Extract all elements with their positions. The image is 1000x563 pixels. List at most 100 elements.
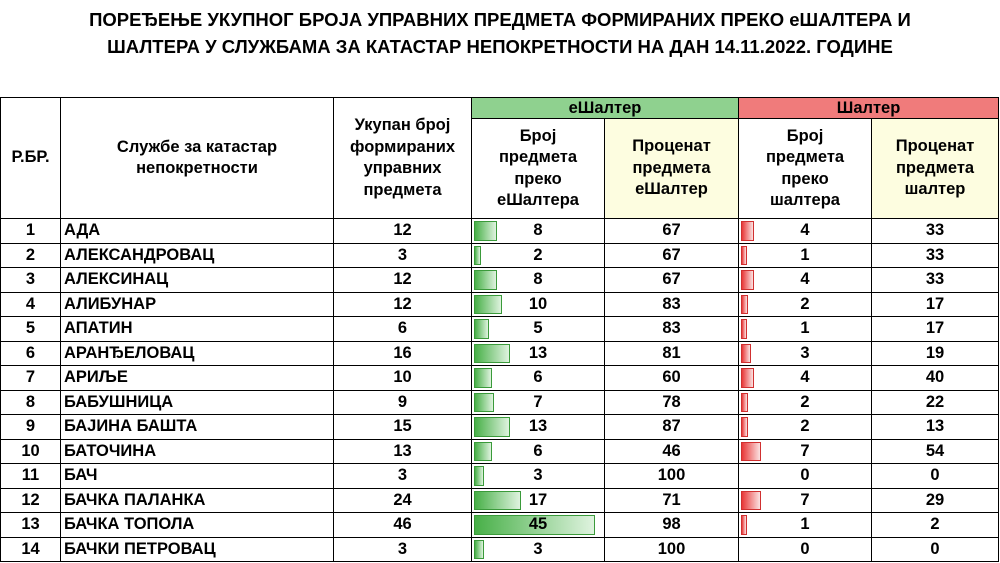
eshalter-data-bar <box>474 319 490 339</box>
eshalter-count-cell: 2 <box>471 242 605 268</box>
shalter-count-cell: 1 <box>738 316 873 342</box>
eshalter-count-cell: 7 <box>471 389 605 415</box>
eshalter-percent: 67 <box>603 242 740 268</box>
total-count: 16 <box>333 340 472 366</box>
eshalter-count-value: 7 <box>533 392 543 411</box>
office-name: АРАНЂЕЛОВАЦ <box>60 340 334 366</box>
table-row: 9 БАЈИНА БАШТА 15 13 87 2 13 <box>0 414 1000 440</box>
header-e-count: Број предмета преко еШалтера <box>471 118 605 219</box>
shalter-count-cell: 2 <box>738 389 873 415</box>
row-number: 3 <box>0 267 61 293</box>
total-count: 3 <box>333 242 472 268</box>
table-row: 7 АРИЉЕ 10 6 60 4 40 <box>0 365 1000 391</box>
eshalter-percent: 78 <box>603 389 740 415</box>
eshalter-count-value: 13 <box>528 417 548 436</box>
table-body: 1 АДА 12 8 67 4 33 2 АЛЕКСАНДРОВАЦ 3 2 67 1 33 3 АЛЕКСИ… <box>0 218 1000 562</box>
row-number: 6 <box>0 340 61 366</box>
eshalter-count-value: 8 <box>533 270 543 289</box>
eshalter-count-cell: 17 <box>471 487 605 513</box>
shalter-count-value: 0 <box>800 466 810 485</box>
office-name: АЛЕКСАНДРОВАЦ <box>60 242 334 268</box>
shalter-count-value: 7 <box>800 441 810 460</box>
shalter-count-value: 4 <box>800 270 810 289</box>
shalter-count-value: 1 <box>800 319 810 338</box>
shalter-count-value: 7 <box>800 490 810 509</box>
eshalter-percent: 83 <box>603 291 740 317</box>
shalter-data-bar <box>741 392 749 412</box>
eshalter-data-bar <box>474 368 492 388</box>
report-title: ПОРЕЂЕЊЕ УКУПНОГ БРОЈА УПРАВНИХ ПРЕДМЕТА… <box>0 6 1000 60</box>
eshalter-count-value: 5 <box>533 319 543 338</box>
header-s-count: Број предмета преко шалтера <box>738 118 873 219</box>
shalter-data-bar <box>741 343 751 363</box>
shalter-count-cell: 3 <box>738 340 873 366</box>
shalter-data-bar <box>741 319 747 339</box>
eshalter-count-cell: 8 <box>471 267 605 293</box>
table-row: 14 БАЧКИ ПЕТРОВАЦ 3 3 100 0 0 <box>0 536 1000 562</box>
shalter-percent: 0 <box>871 536 1000 562</box>
eshalter-count-cell: 3 <box>471 536 605 562</box>
shalter-count-cell: 2 <box>738 291 873 317</box>
header-e-percent: Проценат предмета еШалтер <box>603 118 740 219</box>
table-row: 5 АПАТИН 6 5 83 1 17 <box>0 316 1000 342</box>
office-name: АЛИБУНАР <box>60 291 334 317</box>
eshalter-count-cell: 3 <box>471 463 605 489</box>
header-shalter-group: Шалтер <box>738 97 1000 119</box>
title-line-1: ПОРЕЂЕЊЕ УКУПНОГ БРОЈА УПРАВНИХ ПРЕДМЕТА… <box>89 9 911 30</box>
eshalter-count-cell: 5 <box>471 316 605 342</box>
eshalter-data-bar <box>474 294 503 314</box>
table-row: 12 БАЧКА ПАЛАНКА 24 17 71 7 29 <box>0 487 1000 513</box>
eshalter-percent: 100 <box>603 463 740 489</box>
eshalter-percent: 60 <box>603 365 740 391</box>
row-number: 10 <box>0 438 61 464</box>
shalter-count-cell: 4 <box>738 365 873 391</box>
shalter-count-cell: 0 <box>738 536 873 562</box>
shalter-count-cell: 7 <box>738 438 873 464</box>
shalter-count-cell: 7 <box>738 487 873 513</box>
eshalter-data-bar <box>474 466 484 486</box>
eshalter-count-cell: 6 <box>471 365 605 391</box>
office-name: АЛЕКСИНАЦ <box>60 267 334 293</box>
office-name: БАЧКА ПАЛАНКА <box>60 487 334 513</box>
shalter-data-bar <box>741 270 754 290</box>
table-row: 8 БАБУШНИЦА 9 7 78 2 22 <box>0 389 1000 415</box>
shalter-data-bar <box>741 368 754 388</box>
shalter-percent: 29 <box>871 487 1000 513</box>
eshalter-data-bar <box>474 343 511 363</box>
eshalter-count-cell: 45 <box>471 512 605 538</box>
total-count: 24 <box>333 487 472 513</box>
office-name: АПАТИН <box>60 316 334 342</box>
row-number: 1 <box>0 218 61 244</box>
office-name: БАЧКИ ПЕТРОВАЦ <box>60 536 334 562</box>
total-count: 6 <box>333 316 472 342</box>
office-name: АРИЉЕ <box>60 365 334 391</box>
eshalter-count-value: 6 <box>533 441 543 460</box>
table-row: 10 БАТОЧИНА 13 6 46 7 54 <box>0 438 1000 464</box>
office-name: БАБУШНИЦА <box>60 389 334 415</box>
row-number: 13 <box>0 512 61 538</box>
eshalter-count-value: 8 <box>533 221 543 240</box>
eshalter-count-cell: 10 <box>471 291 605 317</box>
shalter-count-value: 2 <box>800 294 810 313</box>
eshalter-count-value: 45 <box>528 515 548 534</box>
eshalter-percent: 67 <box>603 267 740 293</box>
shalter-count-cell: 1 <box>738 242 873 268</box>
eshalter-data-bar <box>474 441 492 461</box>
table-row: 2 АЛЕКСАНДРОВАЦ 3 2 67 1 33 <box>0 242 1000 268</box>
shalter-count-cell: 2 <box>738 414 873 440</box>
office-name: АДА <box>60 218 334 244</box>
row-number: 2 <box>0 242 61 268</box>
total-count: 10 <box>333 365 472 391</box>
eshalter-count-value: 2 <box>533 245 543 264</box>
eshalter-data-bar <box>474 270 498 290</box>
eshalter-data-bar <box>474 245 482 265</box>
office-name: БАТОЧИНА <box>60 438 334 464</box>
header-eshalter-group: еШалтер <box>470 97 740 119</box>
table-row: 13 БАЧКА ТОПОЛА 46 45 98 1 2 <box>0 512 1000 538</box>
shalter-count-value: 0 <box>800 539 810 558</box>
shalter-count-value: 2 <box>800 392 810 411</box>
eshalter-data-bar <box>474 221 498 241</box>
shalter-percent: 2 <box>871 512 1000 538</box>
header-total: Укупан број формираних управних предмета <box>333 97 472 219</box>
table-row: 6 АРАНЂЕЛОВАЦ 16 13 81 3 19 <box>0 340 1000 366</box>
